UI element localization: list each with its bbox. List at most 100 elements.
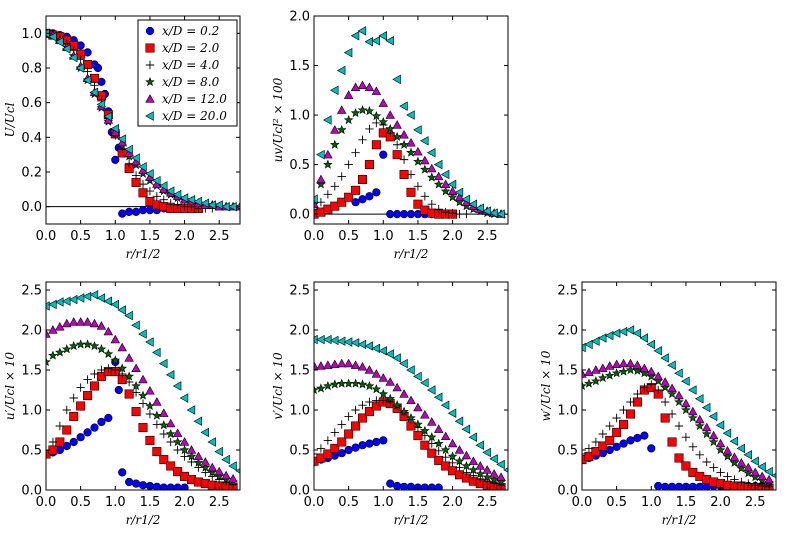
data-point — [152, 347, 161, 358]
data-point — [124, 371, 134, 381]
data-point — [103, 296, 113, 306]
data-point — [378, 31, 387, 41]
data-point — [138, 179, 148, 189]
data-point — [708, 411, 718, 422]
data-point — [612, 442, 621, 451]
data-point — [695, 414, 705, 424]
data-point — [337, 449, 346, 458]
data-point — [433, 159, 443, 170]
data-point — [434, 455, 444, 465]
data-point — [632, 328, 642, 338]
data-point — [406, 187, 416, 197]
data-point — [365, 124, 374, 134]
data-point — [482, 447, 491, 458]
data-point — [55, 297, 64, 307]
data-point — [392, 120, 402, 129]
legend-marker — [145, 60, 155, 70]
x-tick-label: 2.5 — [477, 229, 498, 244]
data-point — [440, 169, 450, 180]
data-point — [330, 443, 340, 453]
x-axis-label: r/r1/2 — [662, 513, 697, 527]
data-points — [46, 28, 240, 218]
data-point — [701, 428, 712, 439]
data-point — [173, 445, 182, 455]
data-point — [76, 383, 85, 392]
legend: x/D = 0.2 x/D = 2.0 x/D = 4.0 x/D = 8.0 x/D … — [137, 19, 238, 127]
data-point — [68, 52, 78, 63]
data-point — [420, 425, 430, 435]
data-point — [420, 378, 429, 388]
data-point — [200, 427, 210, 438]
data-point — [110, 299, 119, 310]
data-point — [104, 364, 113, 373]
y-tick-label: 0.2 — [21, 166, 42, 181]
data-point — [336, 65, 346, 76]
data-point — [639, 363, 650, 373]
x-tick-label: 1.0 — [105, 229, 126, 244]
legend-box — [137, 19, 238, 127]
plot-area — [46, 282, 240, 490]
series-5 — [46, 290, 240, 474]
data-point — [343, 47, 353, 58]
data-point — [708, 430, 719, 440]
data-point — [158, 181, 168, 191]
data-point — [96, 321, 107, 330]
legend-marker — [145, 94, 155, 103]
data-point — [173, 200, 182, 210]
data-point — [619, 405, 628, 415]
data-point — [365, 439, 374, 448]
data-point — [179, 437, 190, 446]
data-point — [660, 413, 670, 423]
data-point — [723, 472, 732, 481]
data-point — [392, 131, 402, 141]
x-tick-label: 1.0 — [373, 229, 394, 244]
data-point — [611, 328, 621, 338]
data-point — [152, 410, 162, 420]
data-point — [701, 402, 711, 413]
data-point — [392, 74, 401, 85]
series-4 — [582, 358, 774, 484]
data-point — [440, 444, 451, 455]
data-point — [97, 417, 106, 427]
data-point — [172, 189, 182, 200]
data-point — [475, 440, 484, 450]
data-point — [764, 466, 773, 477]
data-point — [736, 463, 747, 473]
data-point — [688, 412, 698, 423]
data-point — [358, 441, 367, 450]
data-point — [316, 383, 326, 393]
data-point — [604, 330, 614, 341]
data-point — [364, 82, 375, 91]
data-point — [138, 423, 148, 433]
y-tick-label: 0.5 — [289, 444, 310, 459]
data-point — [207, 437, 216, 447]
data-point — [448, 458, 457, 467]
data-point — [76, 401, 86, 411]
data-points — [314, 26, 506, 219]
data-point — [214, 446, 223, 457]
y-tick-label: 0.0 — [21, 484, 42, 499]
y-tick-label: 2.5 — [21, 284, 42, 299]
data-point — [173, 467, 183, 477]
data-point — [399, 139, 409, 149]
data-point — [124, 310, 133, 321]
data-point — [654, 481, 663, 490]
data-point — [350, 108, 361, 118]
y-tick-label: 0.8 — [21, 62, 42, 77]
data-point — [681, 433, 691, 442]
data-point — [48, 32, 57, 42]
data-point — [447, 192, 458, 202]
data-point — [131, 407, 141, 417]
data-point — [48, 299, 57, 310]
data-point — [364, 160, 374, 170]
axes-frame — [313, 281, 509, 491]
data-point — [172, 436, 183, 447]
data-point — [103, 348, 114, 359]
data-point — [434, 483, 443, 490]
data-point — [420, 409, 430, 419]
data-point — [337, 358, 347, 368]
data-point — [379, 396, 388, 405]
data-point — [715, 444, 726, 455]
series-3 — [582, 364, 774, 487]
data-point — [764, 474, 774, 484]
